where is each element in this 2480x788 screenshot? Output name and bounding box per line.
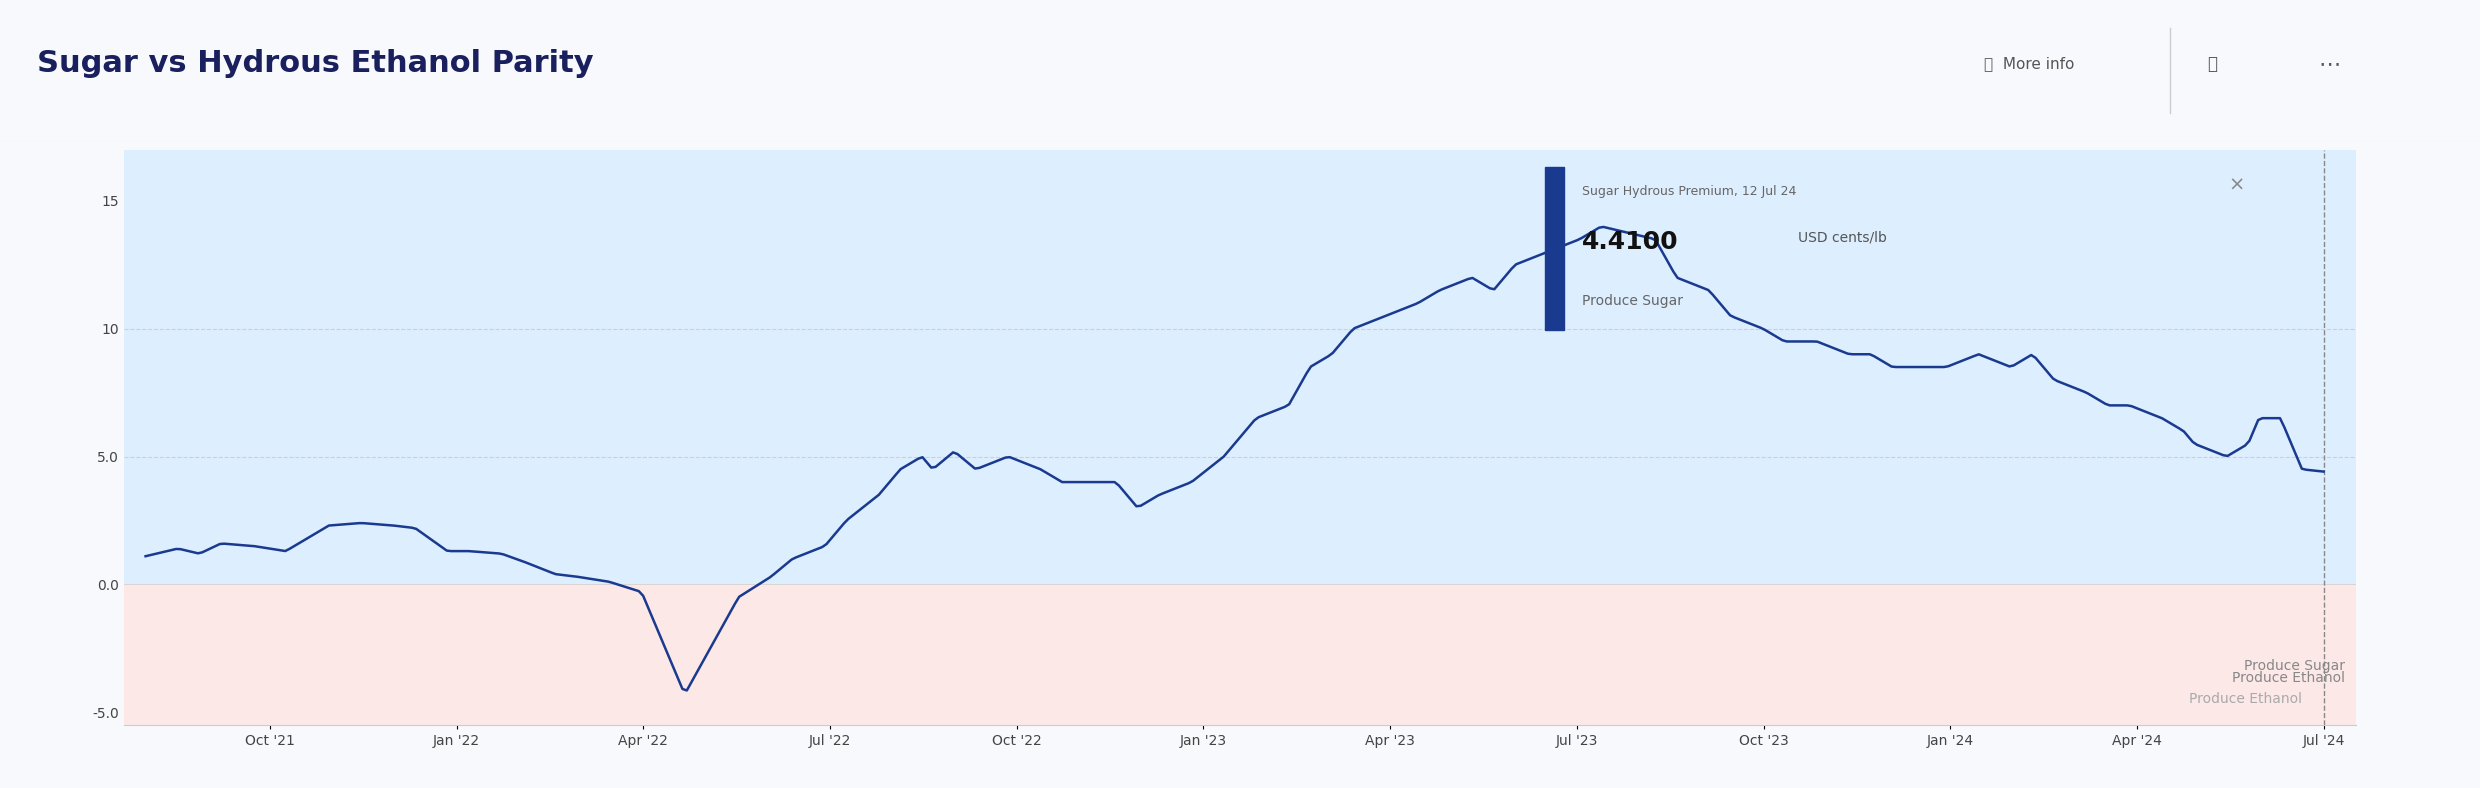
Text: 🖼: 🖼 [2207,55,2217,72]
Bar [1545,167,1562,330]
Bar [124,585,2356,725]
Text: ×: × [2227,176,2244,195]
Text: ⋯: ⋯ [2319,54,2341,74]
Text: ⓘ  More info: ⓘ More info [1984,56,2073,72]
Text: Produce Sugar: Produce Sugar [2244,660,2346,673]
Text: Sugar Hydrous Premium, 12 Jul 24: Sugar Hydrous Premium, 12 Jul 24 [1582,185,1796,198]
Text: Produce Sugar: Produce Sugar [1582,294,1684,307]
Text: Sugar vs Hydrous Ethanol Parity: Sugar vs Hydrous Ethanol Parity [37,50,593,78]
Text: USD cents/lb: USD cents/lb [1798,230,1887,244]
Text: Produce Ethanol: Produce Ethanol [2232,671,2346,685]
Text: Produce Ethanol: Produce Ethanol [2190,693,2301,706]
Bar [124,150,2356,585]
Text: 4.4100: 4.4100 [1582,230,1679,254]
